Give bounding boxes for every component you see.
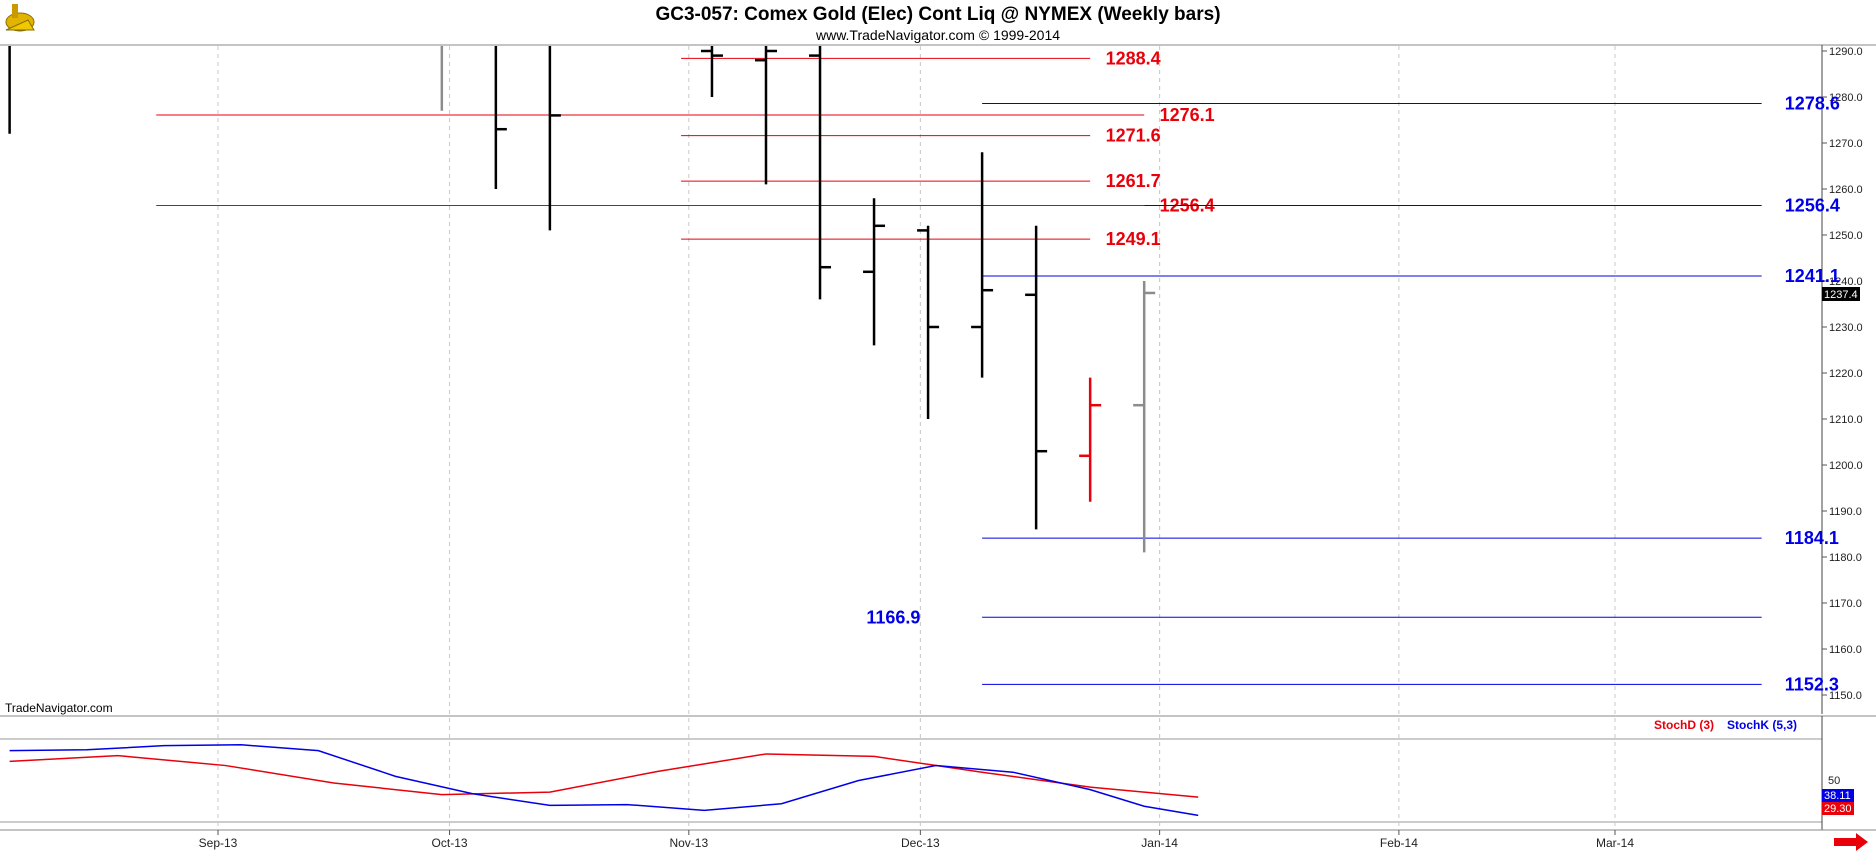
y-tick-label: 1170.0 xyxy=(1829,598,1862,610)
stoch-k-line xyxy=(9,744,1199,817)
logo-icon xyxy=(5,4,35,32)
level-label-1261.7: 1261.7 xyxy=(1106,171,1161,191)
stochastic-panel xyxy=(9,744,1199,817)
legend-stoch-d: StochD (3) xyxy=(1654,718,1714,732)
x-tick-label: Dec-13 xyxy=(901,836,940,850)
y-tick-label: 1280.0 xyxy=(1829,92,1863,104)
stoch-tick-50: 50 xyxy=(1828,775,1840,787)
stoch-d-line xyxy=(9,753,1199,798)
x-tick-label: Oct-13 xyxy=(432,836,468,850)
vertical-gridlines xyxy=(217,46,1616,828)
price-axis: 1290.0 1280.0 1270.0 1260.0 1250.0 1240.0 1230… xyxy=(1822,46,1863,702)
level-label-1152.3: 1152.3 xyxy=(1785,674,1839,694)
x-tick-label: Mar-14 xyxy=(1596,836,1634,850)
level-label-1166.9: 1166.9 xyxy=(866,607,920,627)
last-price-label: 1237.4 xyxy=(1824,289,1858,301)
y-tick-label: 1180.0 xyxy=(1829,552,1862,564)
y-tick-label: 1190.0 xyxy=(1829,506,1862,518)
y-tick-label: 1290.0 xyxy=(1829,46,1863,58)
y-tick-label: 1150.0 xyxy=(1829,690,1862,702)
y-tick-label: 1250.0 xyxy=(1829,230,1863,242)
y-tick-label: 1270.0 xyxy=(1829,138,1863,150)
chart-title: GC3-057: Comex Gold (Elec) Cont Liq @ NY… xyxy=(655,4,1220,25)
x-tick-label: Feb-14 xyxy=(1380,836,1418,850)
y-tick-label: 1210.0 xyxy=(1829,414,1863,426)
scroll-right-arrow-icon[interactable] xyxy=(1834,833,1868,851)
stoch-d-value: 29.30 xyxy=(1824,803,1852,815)
chart-subtitle: www.TradeNavigator.com © 1999-2014 xyxy=(815,27,1060,43)
level-label-1184.1: 1184.1 xyxy=(1785,528,1839,548)
price-bars xyxy=(8,46,1156,553)
x-tick-label: Nov-13 xyxy=(669,836,708,850)
level-label-1256.4: 1256.4 xyxy=(1785,196,1840,216)
time-axis: Sep-13 Oct-13 Nov-13 Dec-13 Jan-14 Feb-14 Mar-… xyxy=(199,830,1634,850)
x-tick-label: Sep-13 xyxy=(199,836,238,850)
x-tick-label: Jan-14 xyxy=(1141,836,1178,850)
stoch-k-badge xyxy=(1822,789,1854,802)
level-label-1249.1: 1249.1 xyxy=(1106,229,1161,249)
legend-stoch-k: StochK (5,3) xyxy=(1727,718,1797,732)
y-tick-label: 1230.0 xyxy=(1829,322,1863,334)
stoch-d-badge xyxy=(1822,802,1854,815)
y-tick-label: 1260.0 xyxy=(1829,184,1863,196)
y-tick-label: 1220.0 xyxy=(1829,368,1863,380)
level-label-1278.6: 1278.6 xyxy=(1785,93,1840,113)
watermark: TradeNavigator.com xyxy=(5,701,113,715)
level-label-1241.1: 1241.1 xyxy=(1785,266,1840,286)
level-label-1288.4: 1288.4 xyxy=(1106,48,1161,68)
y-tick-label: 1160.0 xyxy=(1829,644,1862,656)
y-tick-label: 1200.0 xyxy=(1829,460,1863,472)
y-tick-label: 1240.0 xyxy=(1829,276,1863,288)
level-label-1271.6: 1271.6 xyxy=(1106,126,1161,146)
level-label-1276.1: 1276.1 xyxy=(1160,105,1215,125)
stoch-k-value: 38.11 xyxy=(1824,790,1851,802)
last-price-badge xyxy=(1822,287,1860,301)
